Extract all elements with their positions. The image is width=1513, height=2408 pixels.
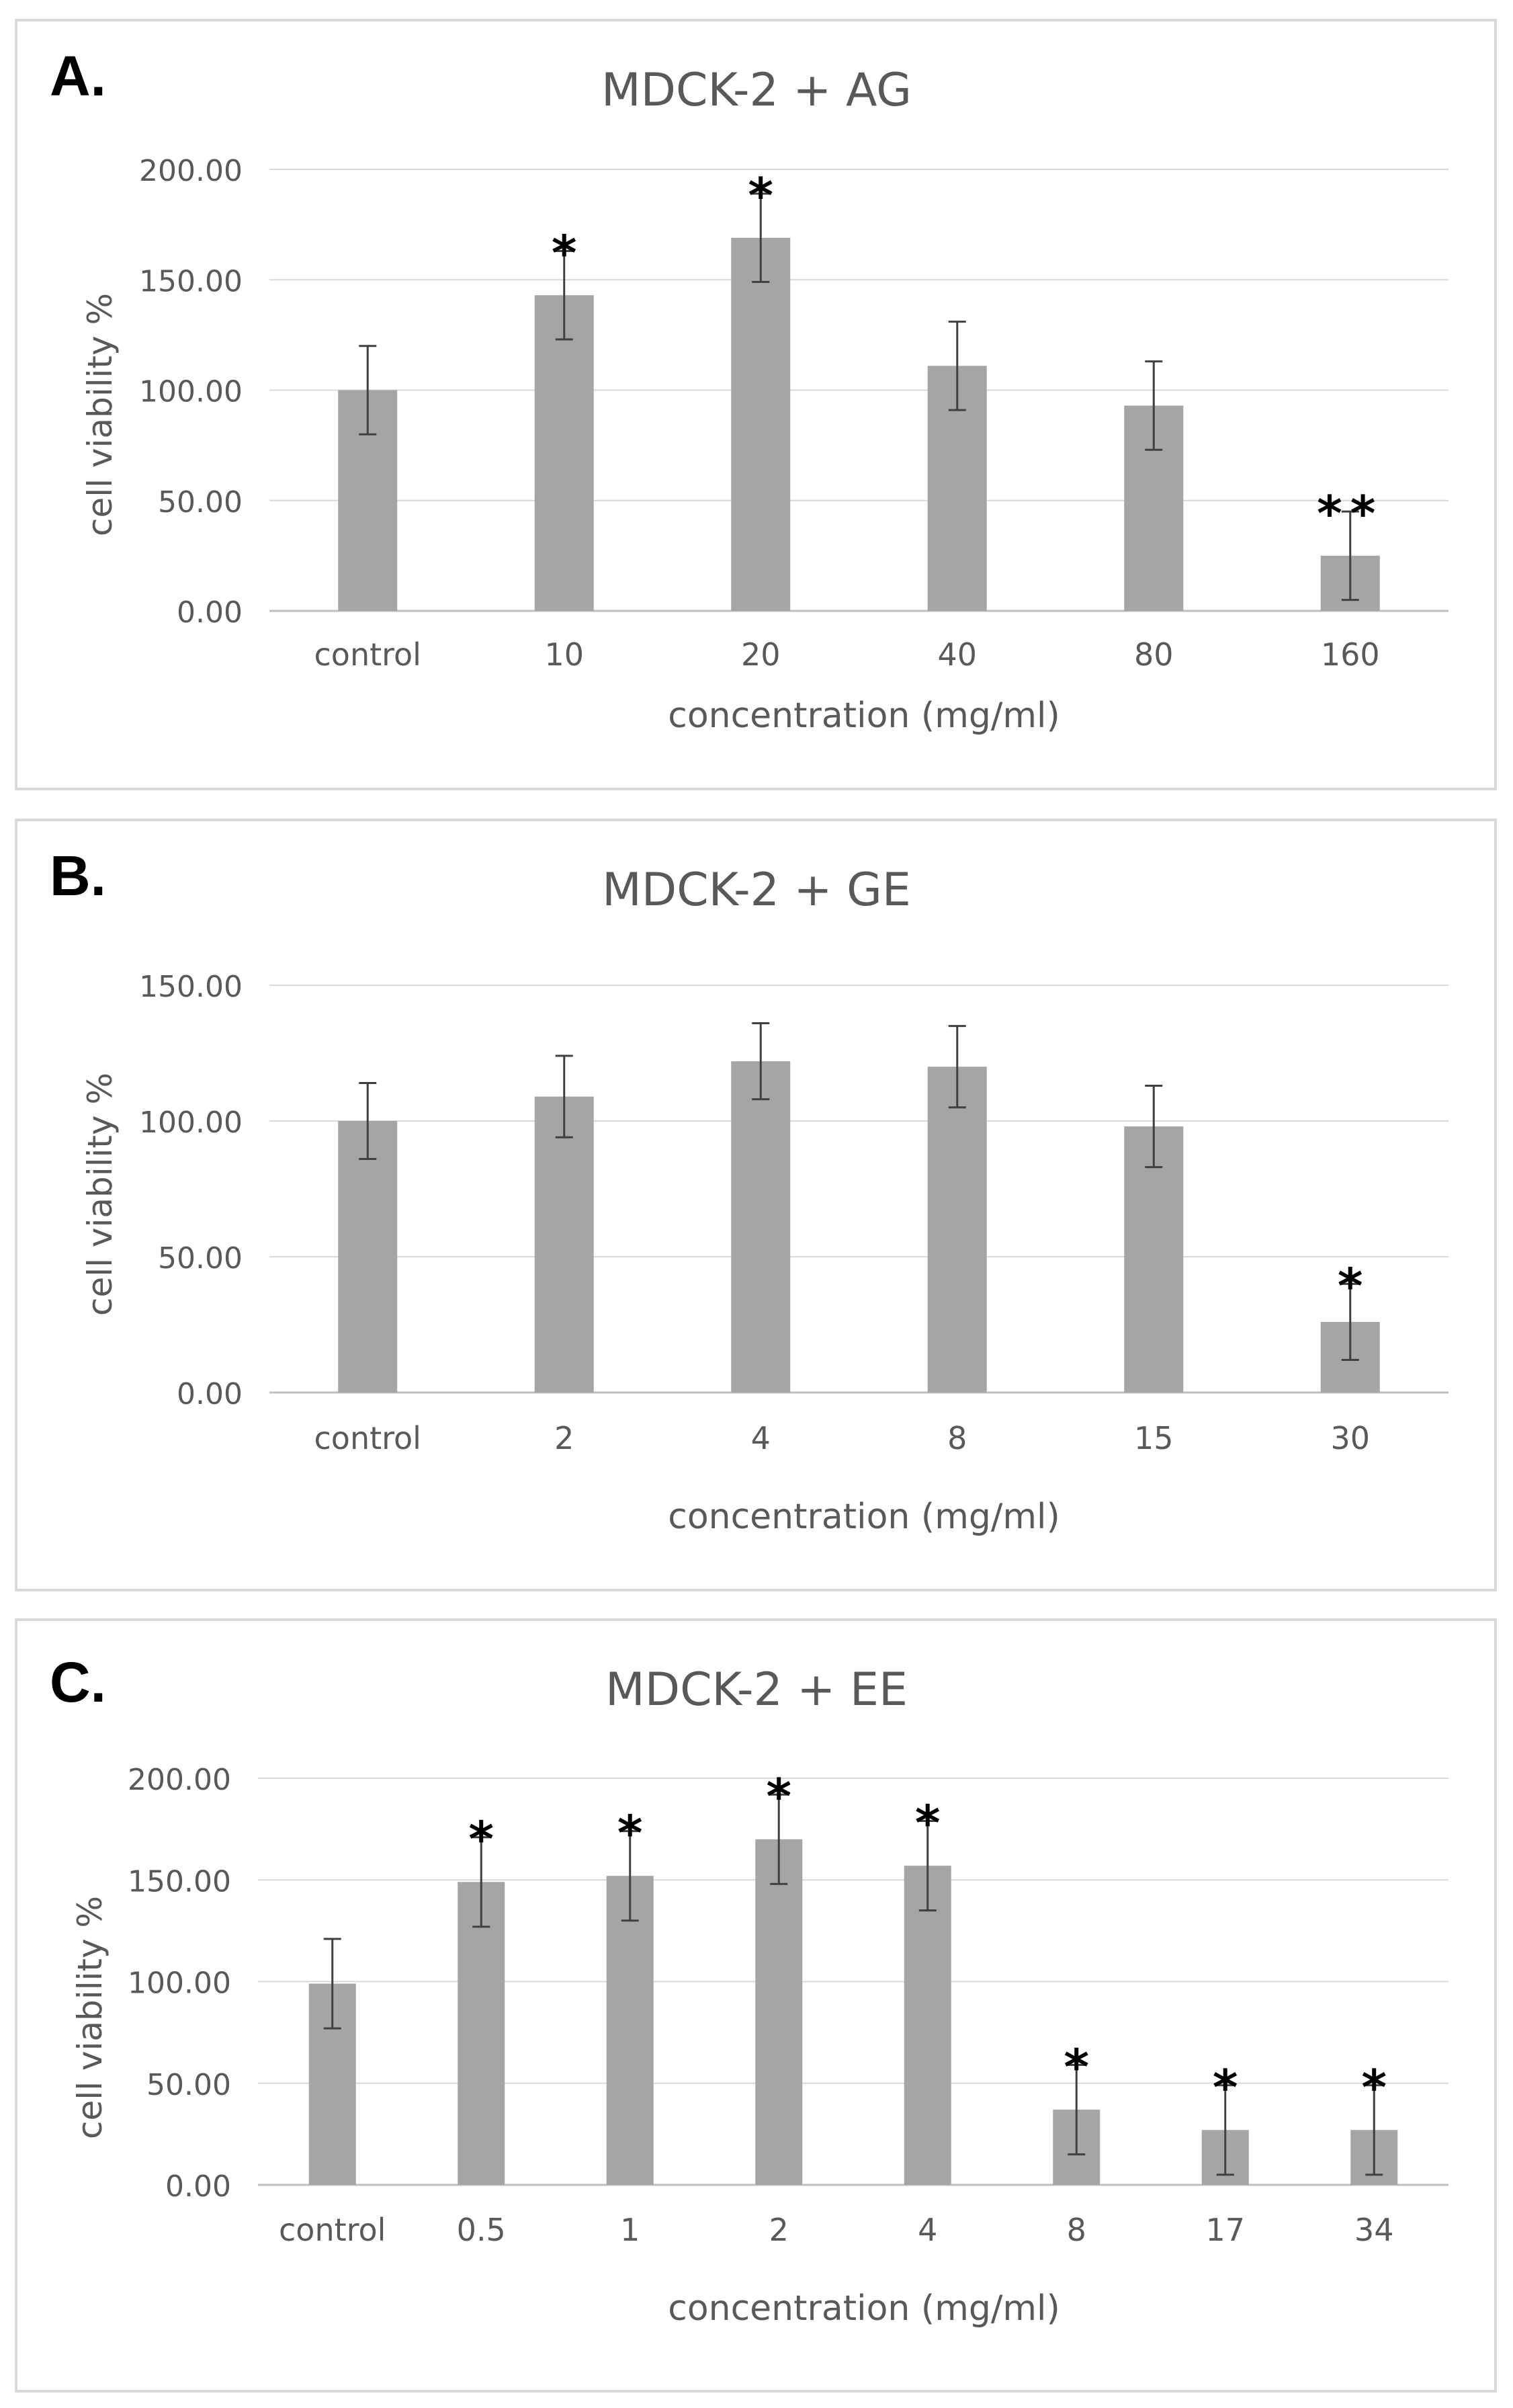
x-axis-label: concentration (mg/ml) bbox=[668, 1497, 1060, 1537]
bar bbox=[458, 1882, 505, 2185]
significance-marker: * bbox=[915, 1795, 941, 1852]
x-tick-label: 40 bbox=[937, 636, 977, 673]
bar bbox=[606, 1876, 654, 2185]
y-tick-label: 50.00 bbox=[158, 485, 243, 520]
chart-svg-c: C. MDCK-2 + EE cell viability % concentr… bbox=[50, 1651, 1449, 2329]
x-tick-label: 0.5 bbox=[457, 2212, 506, 2248]
y-tick-label: 0.00 bbox=[177, 1377, 243, 1411]
y-tick-label: 100.00 bbox=[128, 1966, 231, 2001]
y-tick-label: 50.00 bbox=[146, 2068, 231, 2102]
x-axis-label: concentration (mg/ml) bbox=[668, 696, 1060, 736]
significance-marker: * bbox=[468, 1811, 494, 1868]
chart-title: MDCK-2 + EE bbox=[605, 1663, 908, 1716]
chart-panel-b: B. MDCK-2 + GE cell viability % concentr… bbox=[15, 819, 1497, 1591]
significance-marker: * bbox=[1064, 2039, 1089, 2095]
significance-marker: * bbox=[1213, 2059, 1238, 2116]
x-tick-label: 4 bbox=[751, 1420, 771, 1456]
y-tick-label: 0.00 bbox=[165, 2169, 231, 2204]
panel-label: A. bbox=[50, 44, 106, 108]
panel-label: B. bbox=[50, 844, 106, 907]
x-tick-label: control bbox=[314, 1420, 421, 1456]
significance-marker: * bbox=[766, 1768, 791, 1825]
x-tick-label: 30 bbox=[1330, 1420, 1370, 1456]
chart-svg-a: A. MDCK-2 + AG cell viability % concentr… bbox=[50, 44, 1449, 736]
x-axis-label: concentration (mg/ml) bbox=[668, 2288, 1060, 2329]
x-tick-label: 15 bbox=[1134, 1420, 1174, 1456]
plot-area: 0.00 50.00 100.00 150.00 200.00 control * 0.5 * 1… bbox=[128, 1763, 1449, 2248]
bar bbox=[534, 1096, 594, 1393]
y-tick-label: 150.00 bbox=[128, 1864, 231, 1899]
bar bbox=[755, 1839, 803, 2185]
y-tick-label: 200.00 bbox=[128, 1763, 231, 1797]
significance-marker: * bbox=[552, 225, 577, 282]
bar bbox=[927, 1067, 987, 1393]
bar bbox=[534, 295, 594, 611]
x-tick-label: 17 bbox=[1205, 2212, 1245, 2248]
x-tick-label: 160 bbox=[1321, 636, 1380, 673]
significance-marker: * bbox=[1338, 1257, 1363, 1314]
x-tick-label: 2 bbox=[554, 1420, 574, 1456]
y-tick-label: 100.00 bbox=[139, 375, 243, 409]
significance-marker: * bbox=[748, 167, 773, 224]
panel-label: C. bbox=[50, 1651, 106, 1714]
chart-title: MDCK-2 + AG bbox=[601, 64, 912, 117]
y-tick-label: 200.00 bbox=[139, 154, 243, 188]
y-tick-label: 100.00 bbox=[139, 1106, 243, 1140]
x-tick-label: 8 bbox=[947, 1420, 967, 1456]
bar bbox=[731, 237, 791, 612]
chart-panel-a: A. MDCK-2 + AG cell viability % concentr… bbox=[15, 19, 1497, 790]
y-tick-label: 0.00 bbox=[177, 595, 243, 630]
plot-area: 0.00 50.00 100.00 150.00 200.00 control * 10 * 20… bbox=[139, 154, 1449, 673]
bar bbox=[338, 1121, 398, 1393]
significance-marker: * bbox=[617, 1805, 643, 1862]
y-axis-label: cell viability % bbox=[81, 293, 120, 536]
x-tick-label: 4 bbox=[918, 2212, 937, 2248]
y-axis-label: cell viability % bbox=[81, 1073, 120, 1316]
x-tick-label: 2 bbox=[769, 2212, 789, 2248]
y-tick-label: 150.00 bbox=[139, 970, 243, 1004]
chart-panel-c: C. MDCK-2 + EE cell viability % concentr… bbox=[15, 1618, 1497, 2393]
x-tick-label: 20 bbox=[741, 636, 781, 673]
x-tick-label: control bbox=[314, 636, 421, 673]
x-tick-label: 1 bbox=[620, 2212, 640, 2248]
significance-marker: * bbox=[1361, 2059, 1387, 2116]
chart-svg-b: B. MDCK-2 + GE cell viability % concentr… bbox=[50, 844, 1449, 1537]
x-tick-label: 8 bbox=[1067, 2212, 1086, 2248]
bar bbox=[904, 1866, 951, 2185]
x-tick-label: 34 bbox=[1354, 2212, 1394, 2248]
significance-marker: ** bbox=[1317, 485, 1383, 542]
y-tick-label: 50.00 bbox=[158, 1241, 243, 1276]
bar bbox=[731, 1061, 791, 1393]
x-tick-label: 10 bbox=[544, 636, 584, 673]
bar bbox=[1124, 1126, 1184, 1393]
plot-area: 0.00 50.00 100.00 150.00 control 2 4 8 15 * 30 bbox=[139, 970, 1449, 1456]
chart-title: MDCK-2 + GE bbox=[602, 864, 911, 917]
x-tick-label: 80 bbox=[1134, 636, 1174, 673]
y-axis-label: cell viability % bbox=[71, 1896, 110, 2139]
x-tick-label: control bbox=[279, 2212, 386, 2248]
y-tick-label: 150.00 bbox=[139, 264, 243, 298]
